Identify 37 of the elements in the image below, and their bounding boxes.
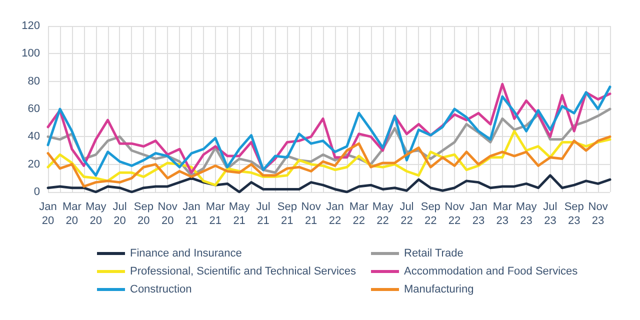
x-tick-label: Nov 23 (588, 201, 608, 227)
x-tick-label: Sep 20 (134, 201, 154, 227)
legend-label: Accommodation and Food Services (404, 266, 578, 278)
x-tick-label: Nov 22 (444, 201, 465, 227)
x-tick-label: Mar 21 (206, 201, 226, 227)
x-tick-label: Jan 21 (182, 201, 200, 227)
x-tick-label: Jul 22 (400, 201, 414, 227)
y-tick-label: 60 (28, 103, 40, 115)
x-tick-label: Nov 20 (158, 201, 178, 227)
y-tick-label: 40 (28, 130, 40, 143)
x-tick-label: May 23 (516, 201, 538, 227)
x-tick-label: Jan 20 (39, 201, 57, 227)
legend-label: Professional, Scientific and Technical Services (130, 266, 357, 278)
legend-label: Retail Trade (404, 248, 464, 260)
x-tick-label: Jul 21 (256, 201, 270, 227)
x-tick-label: Sep 22 (420, 201, 440, 227)
x-tick-label: May 20 (85, 201, 107, 227)
x-tick-label: Sep 21 (277, 201, 297, 227)
x-tick-label: Nov 21 (301, 201, 322, 227)
x-tick-label: May 21 (228, 201, 250, 227)
x-tick-label: Sep 23 (564, 201, 584, 227)
legend-label: Manufacturing (404, 284, 474, 296)
x-tick-label: Mar 23 (492, 201, 512, 227)
x-tick-label: Jul 23 (543, 201, 558, 227)
x-tick-label: Jul 20 (112, 201, 127, 227)
legend-label: Finance and Insurance (130, 248, 242, 260)
y-tick-label: 100 (22, 48, 40, 60)
x-tick-label: Jan 22 (326, 201, 344, 227)
x-tick-label: Mar 20 (62, 201, 82, 227)
y-tick-label: 80 (28, 75, 40, 88)
y-tick-label: 120 (22, 20, 40, 32)
x-tick-label: Mar 22 (349, 201, 369, 227)
x-tick-label: Jan 23 (470, 201, 488, 227)
y-tick-label: 0 (34, 186, 40, 198)
y-tick-label: 20 (28, 158, 40, 170)
x-tick-label: May 22 (372, 201, 394, 227)
legend-label: Construction (130, 284, 192, 296)
